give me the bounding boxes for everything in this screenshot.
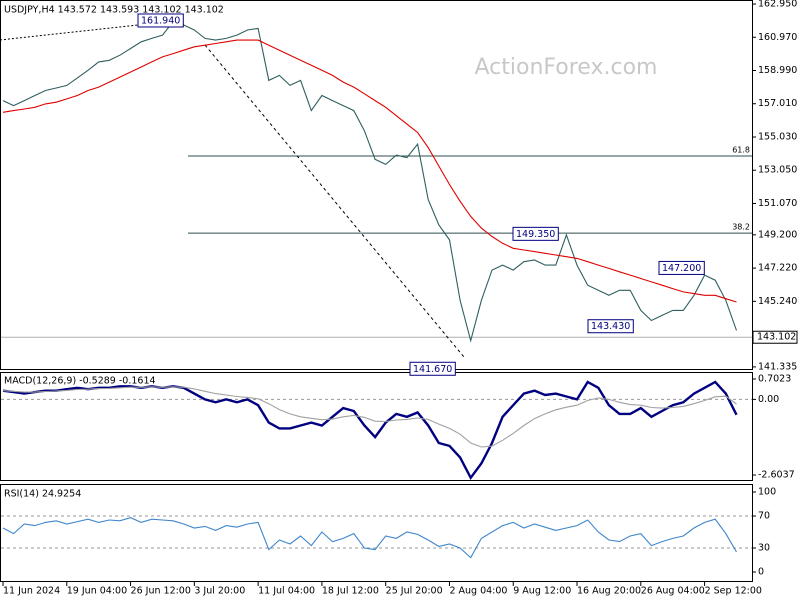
last-price-label: 143.102 <box>757 332 796 343</box>
annotation-box <box>409 361 456 376</box>
y-tick-label: 158.990 <box>758 65 797 76</box>
x-tick-label: 9 Aug 12:00 <box>513 586 571 597</box>
fib-label: 38.2 <box>732 223 750 232</box>
header: USDJPY,H4 143.572 143.593 143.102 143.10… <box>4 5 224 16</box>
y-tick-label: 160.970 <box>758 32 797 43</box>
series-line <box>2 517 737 559</box>
series-line <box>2 21 738 343</box>
y-tick-label: -2.6037 <box>758 470 795 481</box>
y-tick-label: 155.030 <box>758 131 797 142</box>
y-tick-label: 147.220 <box>758 263 797 274</box>
y-tick-label: 151.070 <box>758 198 797 209</box>
series-line <box>2 380 738 481</box>
y-tick-label: 0.7023 <box>758 373 791 384</box>
y-tick-label: 100 <box>758 487 776 498</box>
annotation-box <box>512 226 559 241</box>
x-tick-label: 16 Aug 20:00 <box>577 586 641 597</box>
x-tick-label: 11 Jul 04:00 <box>258 586 315 597</box>
rsi-panel-frame <box>0 484 753 582</box>
y-tick-label: 149.200 <box>758 229 797 240</box>
main-panel-frame <box>0 0 753 370</box>
macd-title: MACD(12,26,9) -0.5289 -0.1614 <box>4 376 156 387</box>
annotation-box <box>587 319 634 334</box>
x-tick-label: 25 Jul 20:00 <box>386 586 443 597</box>
x-tick-label: 2 Aug 04:00 <box>449 586 507 597</box>
annotation-box <box>137 13 184 28</box>
rsi-title: RSI(14) 24.9254 <box>4 489 81 500</box>
annotation-label: 161.940 <box>141 15 180 26</box>
y-tick-label: 0.00 <box>758 394 779 405</box>
x-tick-label: 19 Jun 04:00 <box>67 586 127 597</box>
watermark: ActionForex.com <box>475 55 658 80</box>
x-tick-label: 26 Aug 04:00 <box>641 586 705 597</box>
y-tick-label: 145.240 <box>758 296 797 307</box>
x-tick-label: 26 Jun 12:00 <box>131 586 191 597</box>
y-tick-label: 141.335 <box>758 361 797 372</box>
x-tick-label: 2 Sep 12:00 <box>705 586 762 597</box>
y-tick-label: 153.050 <box>758 165 797 176</box>
y-tick-label: 0 <box>758 567 764 578</box>
y-tick-label: 162.950 <box>758 0 797 10</box>
series-line <box>2 39 737 303</box>
x-tick-label: 11 Jun 2024 <box>3 586 60 597</box>
trend-line <box>0 20 176 41</box>
y-tick-label: 157.010 <box>758 98 797 109</box>
last-price-box <box>752 330 798 344</box>
y-tick-label: 30 <box>758 543 770 554</box>
macd-panel-frame <box>0 372 753 481</box>
series-line <box>2 386 737 448</box>
x-tick-label: 3 Jul 20:00 <box>194 586 245 597</box>
annotation-label: 149.350 <box>516 229 555 240</box>
annotation-box <box>658 260 705 275</box>
fib-label: 61.8 <box>732 145 750 154</box>
trend-line <box>204 44 466 359</box>
y-tick-label: 70 <box>758 511 770 522</box>
annotation-label: 143.430 <box>591 321 630 332</box>
annotation-label: 141.670 <box>413 364 452 375</box>
x-tick-label: 18 Jul 12:00 <box>322 586 379 597</box>
annotation-label: 147.200 <box>662 263 701 274</box>
